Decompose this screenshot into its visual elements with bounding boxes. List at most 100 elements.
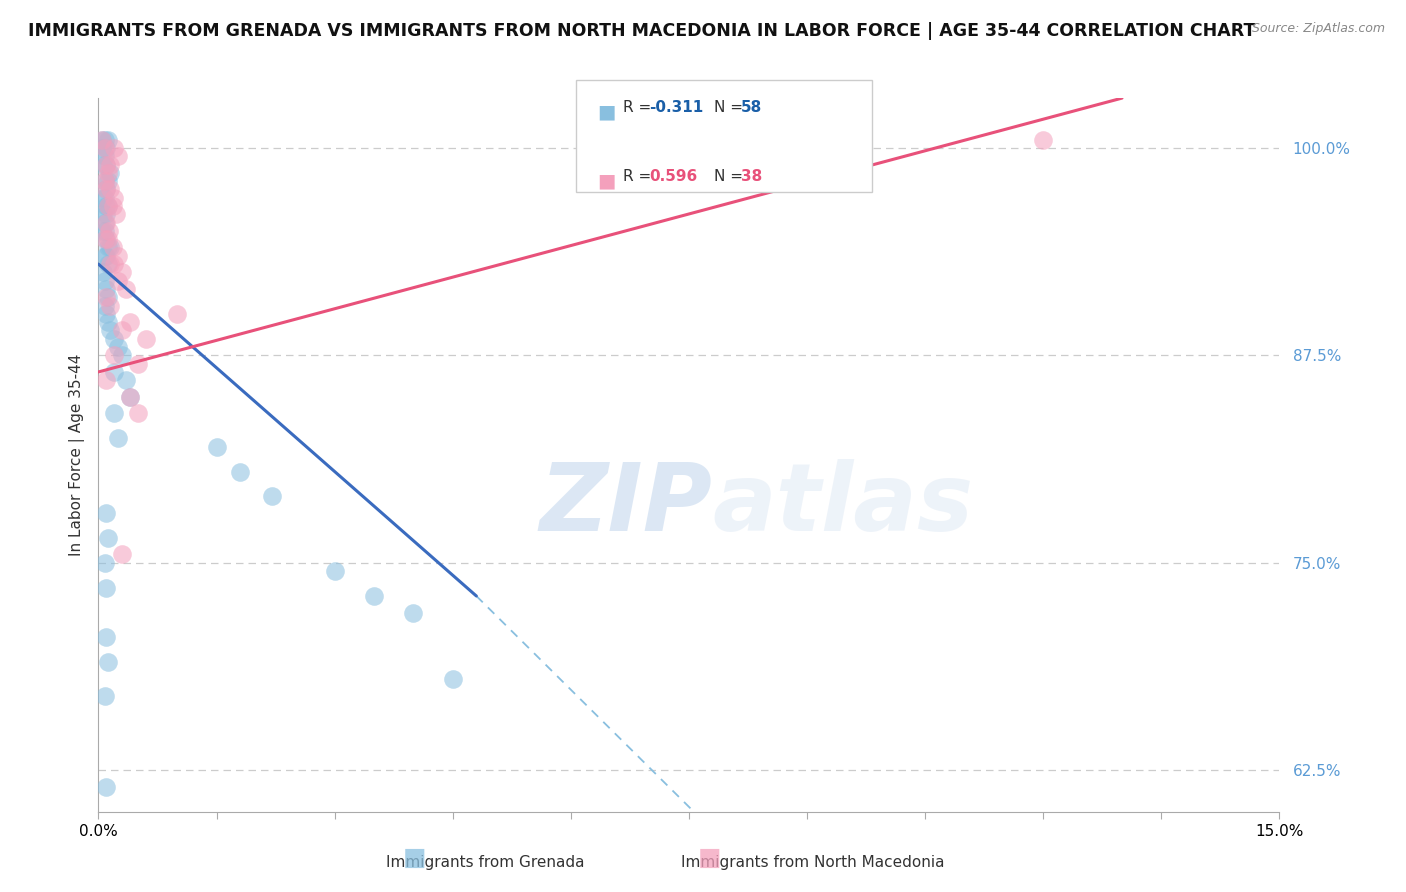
Point bbox=[205, 440, 228, 454]
Point bbox=[107, 249, 129, 263]
Point bbox=[103, 257, 125, 271]
Point bbox=[91, 207, 114, 221]
Point bbox=[101, 240, 124, 254]
Point bbox=[107, 431, 129, 445]
Point bbox=[103, 406, 125, 420]
Point bbox=[107, 149, 129, 163]
Point bbox=[402, 606, 425, 620]
Point bbox=[93, 133, 115, 147]
Point bbox=[103, 141, 125, 155]
Point bbox=[93, 224, 115, 238]
Point bbox=[115, 282, 138, 296]
Point bbox=[93, 232, 115, 246]
Point bbox=[323, 564, 346, 578]
Point bbox=[98, 157, 121, 171]
Point bbox=[96, 307, 118, 321]
Point bbox=[93, 174, 115, 188]
Point bbox=[111, 265, 134, 279]
Text: ■: ■ bbox=[404, 846, 426, 870]
Text: R =: R = bbox=[623, 169, 657, 185]
Point bbox=[111, 323, 134, 337]
Point bbox=[96, 290, 118, 304]
Point bbox=[103, 332, 125, 346]
Point bbox=[97, 290, 120, 304]
Point bbox=[118, 390, 141, 404]
Point bbox=[96, 199, 118, 213]
Point bbox=[103, 191, 125, 205]
Point bbox=[93, 149, 115, 163]
Point bbox=[135, 332, 157, 346]
Point bbox=[93, 191, 115, 205]
Point bbox=[96, 249, 118, 263]
Point bbox=[93, 249, 115, 263]
Point bbox=[91, 191, 114, 205]
Point bbox=[96, 182, 118, 196]
Point bbox=[96, 581, 118, 595]
Point bbox=[96, 373, 118, 387]
Point bbox=[166, 307, 188, 321]
Point bbox=[107, 274, 129, 288]
Point bbox=[97, 232, 120, 246]
Point bbox=[118, 315, 141, 329]
Text: atlas: atlas bbox=[713, 458, 974, 551]
Point bbox=[97, 240, 120, 254]
Point bbox=[98, 240, 121, 254]
Point bbox=[118, 390, 141, 404]
Point bbox=[260, 490, 283, 504]
Point bbox=[96, 182, 118, 196]
Point bbox=[101, 199, 124, 213]
Point bbox=[127, 406, 149, 420]
Point bbox=[93, 556, 115, 570]
Text: N =: N = bbox=[714, 100, 748, 115]
Point bbox=[103, 348, 125, 362]
Point bbox=[93, 216, 115, 230]
Text: IMMIGRANTS FROM GRENADA VS IMMIGRANTS FROM NORTH MACEDONIA IN LABOR FORCE | AGE : IMMIGRANTS FROM GRENADA VS IMMIGRANTS FR… bbox=[28, 22, 1256, 40]
Point bbox=[115, 373, 138, 387]
Text: R =: R = bbox=[623, 100, 657, 115]
Point bbox=[97, 531, 120, 545]
Point bbox=[91, 141, 114, 155]
Text: 38: 38 bbox=[741, 169, 762, 185]
Text: Source: ZipAtlas.com: Source: ZipAtlas.com bbox=[1251, 22, 1385, 36]
Point bbox=[97, 199, 120, 213]
Point bbox=[93, 299, 115, 313]
Point bbox=[93, 689, 115, 703]
Point bbox=[111, 348, 134, 362]
Text: 58: 58 bbox=[741, 100, 762, 115]
Point bbox=[98, 166, 121, 180]
Point bbox=[97, 174, 120, 188]
Point bbox=[91, 133, 114, 147]
Point bbox=[97, 315, 120, 329]
Text: 0.596: 0.596 bbox=[650, 169, 697, 185]
Text: ■: ■ bbox=[598, 103, 616, 121]
Point bbox=[1032, 133, 1054, 147]
Point bbox=[98, 323, 121, 337]
Point bbox=[96, 157, 118, 171]
Point bbox=[229, 465, 252, 479]
Point bbox=[96, 207, 118, 221]
Point bbox=[97, 199, 120, 213]
Point bbox=[91, 133, 114, 147]
Point bbox=[98, 299, 121, 313]
Point bbox=[96, 631, 118, 645]
Point bbox=[97, 656, 120, 670]
Point bbox=[96, 506, 118, 520]
Point bbox=[97, 257, 120, 271]
Text: ■: ■ bbox=[598, 171, 616, 190]
Point bbox=[93, 274, 115, 288]
Point bbox=[96, 141, 118, 155]
Point bbox=[363, 589, 385, 603]
Text: -0.311: -0.311 bbox=[650, 100, 704, 115]
Point bbox=[97, 166, 120, 180]
Point bbox=[127, 357, 149, 371]
Text: ZIP: ZIP bbox=[540, 458, 713, 551]
Point bbox=[96, 780, 118, 794]
Point bbox=[98, 257, 121, 271]
Text: ■: ■ bbox=[699, 846, 721, 870]
Text: Immigrants from Grenada: Immigrants from Grenada bbox=[385, 855, 585, 870]
Text: Immigrants from North Macedonia: Immigrants from North Macedonia bbox=[681, 855, 945, 870]
Point bbox=[91, 157, 114, 171]
Point bbox=[441, 672, 464, 686]
Point bbox=[93, 141, 115, 155]
Point bbox=[104, 207, 127, 221]
